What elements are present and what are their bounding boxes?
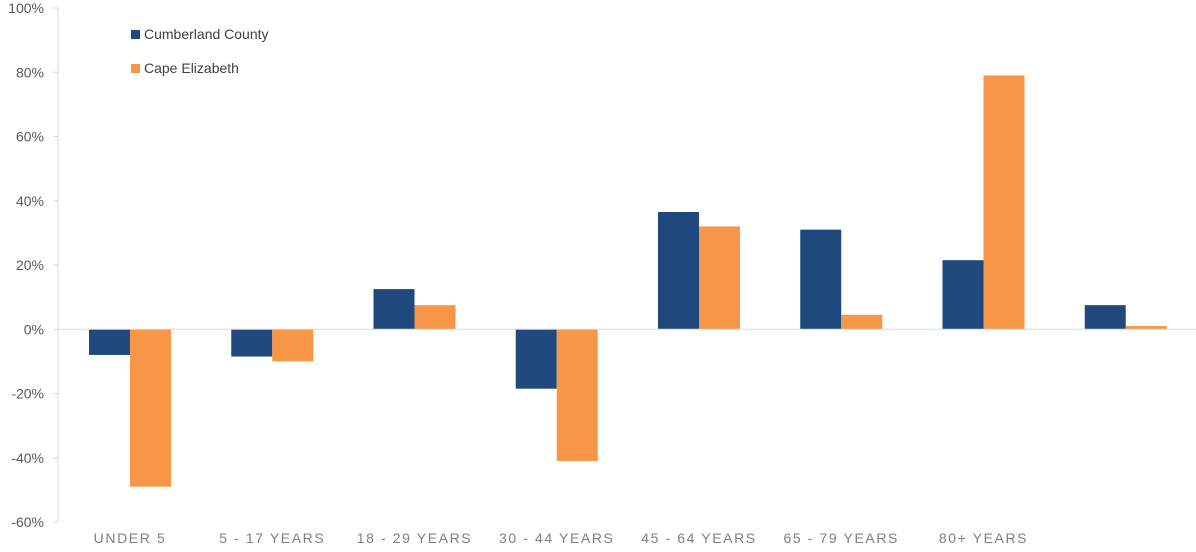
y-tick-label: 80% <box>16 64 44 80</box>
bar-cape-elizabeth <box>272 329 314 362</box>
axes <box>53 7 59 523</box>
y-tick-label: -60% <box>11 514 44 530</box>
x-category-label: 45 - 64 YEARS <box>641 530 757 546</box>
bar-cape-elizabeth <box>983 75 1025 330</box>
bar-cumberland-county <box>1084 305 1126 330</box>
legend-entry-label: Cape Elizabeth <box>144 60 239 76</box>
legend-swatch <box>131 64 140 73</box>
y-tick-label: 20% <box>16 257 44 273</box>
x-category-label: UNDER 5 <box>94 530 167 546</box>
bar-cape-elizabeth <box>414 305 456 330</box>
legend: Cumberland County Cape Elizabeth <box>131 26 269 76</box>
bar-cumberland-county <box>942 260 984 330</box>
bar-cumberland-county <box>373 289 415 330</box>
bar-cumberland-county <box>89 329 130 355</box>
bar-cape-elizabeth <box>1125 326 1167 330</box>
y-tick-label: 0% <box>24 321 44 337</box>
bar-cape-elizabeth <box>556 329 598 461</box>
x-category-label: 18 - 29 YEARS <box>357 530 473 546</box>
legend-swatch <box>131 30 140 39</box>
legend-entry-label: Cumberland County <box>144 26 269 42</box>
labels: -60% -40% -20% 0% 20% 40% 60% 80% 100% UNDER 5 5 -… <box>8 0 1028 546</box>
x-category-label: 65 - 79 YEARS <box>784 530 900 546</box>
y-tick-label: -20% <box>11 386 44 402</box>
bar-cumberland-county <box>231 329 273 357</box>
bar-cape-elizabeth <box>841 314 883 330</box>
bar-cumberland-county <box>515 329 557 389</box>
x-category-label: 80+ YEARS <box>939 530 1028 546</box>
y-tick-label: 60% <box>16 129 44 145</box>
bars <box>89 75 1167 487</box>
bar-cumberland-county <box>800 229 842 330</box>
y-tick-label: 100% <box>8 0 44 16</box>
x-category-label: 5 - 17 YEARS <box>219 530 325 546</box>
y-tick-label: 40% <box>16 193 44 209</box>
bar-cape-elizabeth <box>130 329 171 487</box>
bar-cumberland-county <box>658 211 699 330</box>
x-category-label: 30 - 44 YEARS <box>499 530 615 546</box>
bar-cape-elizabeth <box>699 226 740 330</box>
y-tick-label: -40% <box>11 450 44 466</box>
